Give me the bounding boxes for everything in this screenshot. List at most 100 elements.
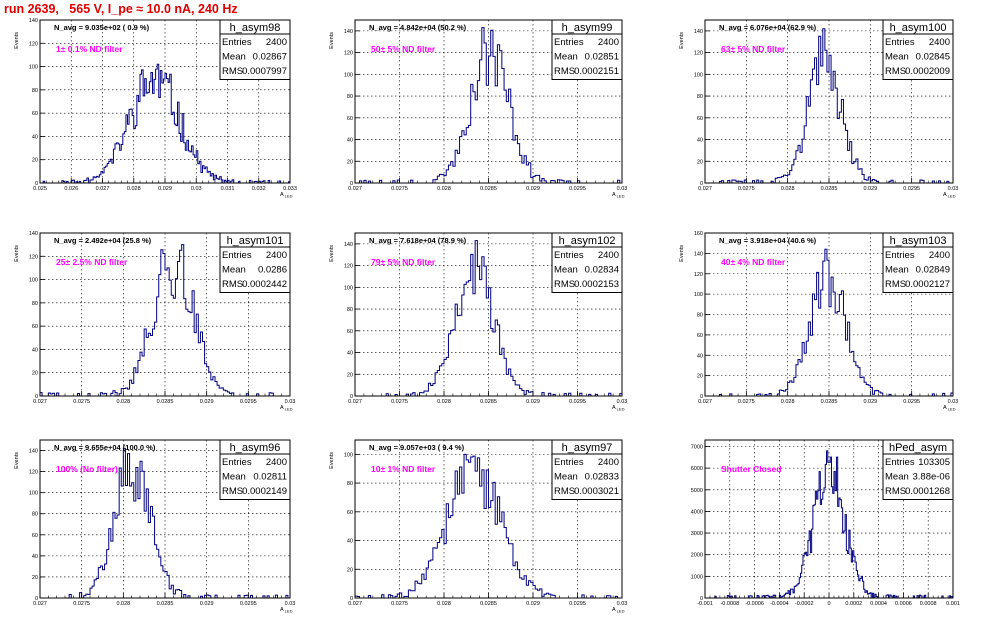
- y-tick-label: 60: [32, 324, 38, 330]
- y-tick-label: 60: [347, 116, 353, 122]
- x-tick-label: 0.027: [348, 399, 362, 405]
- stats-label: RMS: [222, 66, 243, 77]
- x-tick-label: 0.0002: [845, 601, 862, 607]
- filter-label: 63± 5% ND filter: [721, 44, 786, 54]
- x-tick-label: 0.03: [285, 399, 296, 405]
- x-tick-label: 0.0285: [821, 186, 838, 192]
- stats-label: RMS: [554, 486, 575, 497]
- x-tick-label: 0.032: [252, 186, 266, 192]
- histogram-panel-h_asym100: 0.027 0.0275 0.028 0.0285 0.029 0.0295 0.03 0 20…: [679, 19, 958, 199]
- y-axis-title: Events: [14, 452, 20, 469]
- stats-label: Mean: [554, 265, 578, 276]
- y-tick-label: 120: [29, 470, 38, 476]
- x-tick-label: 0.03: [617, 601, 628, 607]
- y-tick-label: 60: [32, 111, 38, 117]
- x-tick-label: 0.033: [283, 186, 297, 192]
- y-tick-label: 120: [29, 254, 38, 260]
- histogram-panel-h_asym96: 0.027 0.0275 0.028 0.0285 0.029 0.0295 0.03 0 20…: [14, 439, 296, 614]
- x-tick-label: 0.03: [948, 399, 959, 405]
- y-axis-title: Events: [679, 32, 685, 49]
- x-tick-label: 0.029: [863, 186, 877, 192]
- x-tick-label: 0.028: [781, 399, 795, 405]
- filter-label: 40± 4% ND filter: [721, 257, 786, 267]
- x-tick-label: 0.029: [158, 186, 172, 192]
- y-axis-title: Events: [679, 245, 685, 262]
- stats-label: RMS: [222, 486, 243, 497]
- stats-value: 2400: [929, 250, 950, 261]
- y-tick-label: 40: [32, 134, 38, 140]
- x-axis-title-subscript: LED: [285, 194, 293, 199]
- x-tick-label: 0.0275: [391, 601, 408, 607]
- y-tick-label: 40: [697, 138, 703, 144]
- y-tick-label: 60: [347, 510, 353, 516]
- x-tick-label: 0.0285: [480, 601, 497, 607]
- y-tick-label: 140: [29, 449, 38, 455]
- x-tick-label: 0.027: [348, 601, 362, 607]
- filter-label: 50± 5% ND filter: [371, 44, 436, 54]
- y-tick-label: 140: [29, 231, 38, 237]
- stats-box: [219, 19, 291, 80]
- histogram-name: h_asym98: [230, 22, 281, 34]
- stats-label: RMS: [885, 66, 906, 77]
- stats-box: [551, 19, 623, 80]
- stats-value: 3.88e-06: [912, 472, 950, 483]
- filter-label: 25± 2.5% ND filter: [56, 257, 128, 267]
- y-tick-label: 120: [694, 272, 703, 278]
- y-tick-label: 0: [350, 596, 353, 602]
- stats-value: 0.0002153: [574, 279, 619, 290]
- stats-label: Mean: [554, 52, 578, 63]
- x-tick-label: 0.0285: [480, 186, 497, 192]
- y-tick-label: 100: [694, 292, 703, 298]
- x-axis-title: ALED: [943, 405, 956, 412]
- x-tick-label: 0.03: [285, 601, 296, 607]
- histogram-panel-h_asym98: 0.025 0.026 0.027 0.028 0.029 0.03 0.031 0.032 0…: [14, 18, 297, 199]
- histogram-name: h_asym99: [562, 22, 613, 34]
- stats-value: 103305: [918, 457, 950, 468]
- stats-box: [551, 232, 623, 293]
- histogram-bins: [40, 447, 290, 599]
- y-tick-label: 0: [35, 181, 38, 187]
- histogram-panel-hPed_asym: -0.001 -0.0008 -0.0006 -0.0004 -0.0002 0 0.000…: [691, 439, 960, 607]
- x-tick-label: 0.029: [526, 601, 540, 607]
- stats-label: Entries: [885, 250, 915, 261]
- y-tick-label: 140: [344, 242, 353, 248]
- navg-label: N_avg = 2.492e+04 (25.8 %): [54, 236, 152, 245]
- y-tick-label: 60: [347, 329, 353, 335]
- stats-value: 0.0007997: [242, 66, 287, 77]
- stats-label: Entries: [222, 37, 252, 48]
- x-tick-label: -0.0002: [795, 601, 814, 607]
- stats-value: 0.02867: [253, 52, 287, 63]
- x-tick-label: 0.0275: [73, 399, 90, 405]
- x-axis-title-subscript: LED: [948, 194, 956, 199]
- x-tick-label: 0.029: [200, 601, 214, 607]
- stats-box: [882, 439, 954, 500]
- stats-value: 0.02845: [916, 52, 950, 63]
- stats-label: Mean: [554, 472, 578, 483]
- histogram-name: hPed_asym: [889, 442, 947, 454]
- x-tick-label: 0.028: [116, 399, 130, 405]
- stats-box: [551, 439, 623, 500]
- y-tick-label: 40: [32, 554, 38, 560]
- x-axis-title: ALED: [280, 192, 293, 199]
- x-tick-label: 0.0275: [738, 399, 755, 405]
- histogram-bins: [355, 240, 623, 397]
- y-tick-label: 100: [344, 452, 353, 458]
- y-tick-label: 1000: [691, 574, 703, 580]
- stats-label: Entries: [885, 457, 915, 468]
- x-tick-label: 0.027: [33, 399, 47, 405]
- y-tick-label: 3000: [691, 531, 703, 537]
- y-axis-title: Events: [329, 245, 335, 262]
- x-axis-title-subscript: LED: [617, 407, 625, 412]
- stats-label: Mean: [222, 472, 246, 483]
- x-axis-title-subscript: LED: [617, 194, 625, 199]
- y-tick-label: 20: [697, 374, 703, 380]
- stats-label: Mean: [885, 265, 909, 276]
- x-tick-label: 0.0275: [73, 601, 90, 607]
- filter-label: 79± 5% ND filter: [371, 257, 436, 267]
- stats-value: 2400: [266, 457, 287, 468]
- x-tick-label: 0.0285: [157, 601, 174, 607]
- y-tick-label: 120: [344, 264, 353, 270]
- histogram-panel-h_asym102: 0.027 0.0275 0.028 0.0285 0.029 0.0295 0.03 0 20…: [329, 232, 627, 412]
- stats-value: 2400: [929, 37, 950, 48]
- stats-label: Entries: [554, 250, 584, 261]
